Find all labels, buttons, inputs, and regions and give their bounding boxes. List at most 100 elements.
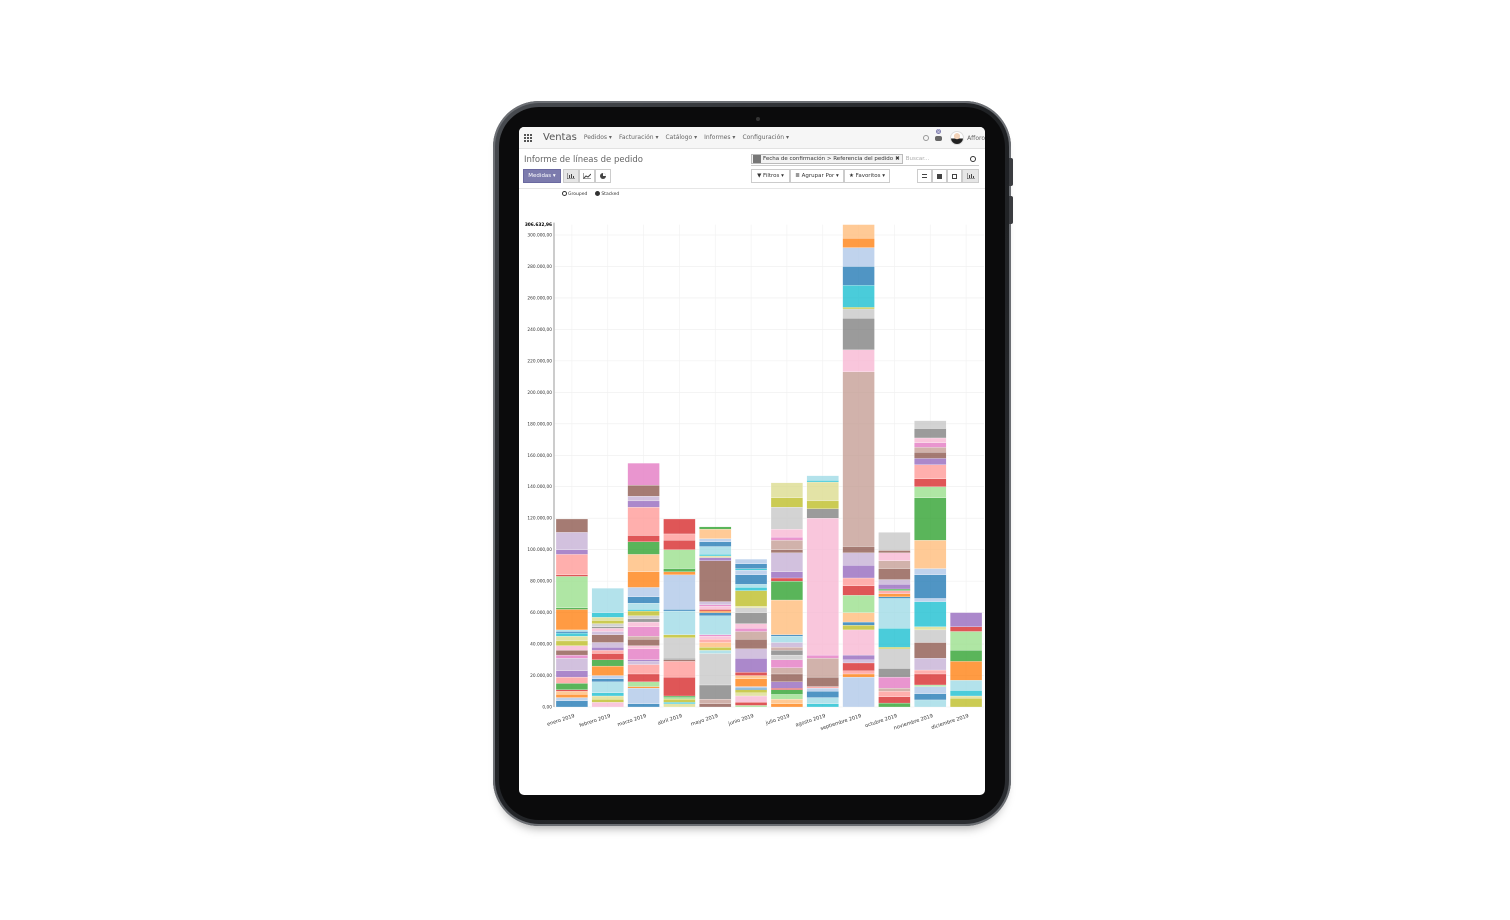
bar-segment (555, 658, 588, 671)
bar-segment (555, 549, 588, 555)
bar-segment (555, 645, 588, 651)
bar-segment (878, 598, 911, 629)
menu-configuracion[interactable]: Configuración ▾ (742, 134, 789, 141)
menu-catalogo[interactable]: Catálogo ▾ (665, 134, 698, 141)
x-tick-label: marzo 2019 (617, 713, 647, 728)
bar-segment (770, 654, 803, 660)
volume-down-button (1009, 196, 1013, 224)
bar-segment (770, 507, 803, 530)
activity-clock-icon[interactable] (923, 135, 930, 141)
kanban-view-button[interactable] (932, 169, 947, 183)
pivot-view-button[interactable] (947, 169, 962, 183)
bar-segment (663, 637, 696, 659)
bar-segment (914, 451, 947, 459)
bar-segment (770, 599, 803, 635)
bar-chart-button[interactable] (563, 169, 579, 183)
search-icon[interactable] (970, 156, 976, 162)
pie-chart-button[interactable] (595, 169, 611, 183)
y-tick-label: 220.000,00 (527, 358, 552, 364)
bar-segment (842, 629, 875, 656)
bar-segment (735, 631, 768, 640)
bar-segment (663, 518, 696, 535)
bar-segment (914, 478, 947, 487)
bar-segment (914, 574, 947, 599)
bar-segment (914, 598, 947, 602)
bar-segment (663, 695, 696, 698)
bar-segment (627, 636, 660, 640)
chat-icon[interactable]: 8 (935, 128, 943, 141)
app-name[interactable]: Ventas (543, 132, 577, 143)
bar-segment (735, 574, 768, 585)
bar-segment (878, 676, 911, 689)
x-tick-label: abril 2019 (657, 713, 683, 727)
bar-segment (627, 535, 660, 542)
menu-facturacion[interactable]: Facturación ▾ (618, 134, 659, 141)
bar-segment (770, 642, 803, 648)
bar-segment (878, 596, 911, 599)
bar-segment (591, 588, 624, 613)
bar-segment (735, 675, 768, 679)
menu-informes[interactable]: Informes ▾ (704, 134, 736, 141)
favorites-button[interactable]: ★ Favoritos ▾ (844, 169, 890, 183)
filters-button[interactable]: ▼ Filtros ▾ (751, 169, 790, 183)
bar-segment (627, 687, 660, 704)
bar-segment (627, 659, 660, 662)
list-view-button[interactable] (917, 169, 932, 183)
bar-segment (878, 648, 911, 669)
graph-view-button[interactable] (962, 169, 979, 183)
apps-menu-icon[interactable] (524, 133, 532, 142)
bar-segment (914, 629, 947, 643)
bar-segment (806, 480, 839, 483)
bar-segment (699, 541, 732, 547)
bar-segment (555, 650, 588, 656)
bar-segment (699, 526, 732, 530)
bar-segment (627, 554, 660, 572)
stacked-option[interactable]: Stacked (595, 191, 619, 197)
bar-segment (591, 617, 624, 621)
search-input[interactable]: Buscar... (905, 156, 930, 162)
bar-chart-icon (567, 173, 575, 179)
bar-segment (699, 653, 732, 686)
bar-segment (806, 481, 839, 502)
bar-segment (627, 626, 660, 637)
bar-segment (627, 500, 660, 508)
y-tick-label: 40.000,00 (530, 642, 552, 648)
bar-segment (591, 631, 624, 635)
camera-dot (756, 117, 760, 121)
group-by-button[interactable]: ≣ Agrupar Por ▾ (790, 169, 844, 183)
bar-segment (627, 681, 660, 687)
stacked-radio-icon[interactable] (595, 191, 601, 196)
y-tick-label: 180.000,00 (527, 421, 552, 427)
bar-segment (555, 694, 588, 698)
user-name[interactable]: Afforo (967, 134, 985, 142)
bar-segment (591, 675, 624, 679)
bar-segment (699, 650, 732, 654)
bar-segment (663, 549, 696, 569)
bar-segment (842, 247, 875, 267)
bar-segment (699, 529, 732, 539)
grouped-option[interactable]: Grouped (562, 191, 587, 197)
bar-segment (914, 437, 947, 443)
bar-segment (770, 571, 803, 579)
bar-segment (950, 698, 983, 708)
bar-segment (914, 626, 947, 631)
bar-segment (842, 654, 875, 660)
x-tick-label: julio 2019 (764, 713, 790, 727)
bar-segment (663, 661, 696, 678)
bar-segment (627, 496, 660, 502)
menu-pedidos[interactable]: Pedidos ▾ (583, 134, 612, 141)
bar-segment (627, 609, 660, 612)
bar-segment (842, 238, 875, 248)
avatar[interactable] (950, 131, 965, 145)
bar-segment (770, 549, 803, 553)
bar-segment (842, 585, 875, 596)
search-bar: Fecha de confirmación > Referencia del p… (751, 153, 979, 166)
bar-segment (735, 687, 768, 690)
measures-button[interactable]: Medidas ▾ (523, 169, 561, 183)
line-chart-button[interactable] (579, 169, 595, 183)
search-facet: Fecha de confirmación > Referencia del p… (751, 154, 903, 164)
facet-remove-icon[interactable]: ✖ (895, 156, 900, 162)
grouped-radio-icon[interactable] (562, 191, 567, 196)
bar-segment (735, 689, 768, 693)
bar-segment (842, 266, 875, 286)
